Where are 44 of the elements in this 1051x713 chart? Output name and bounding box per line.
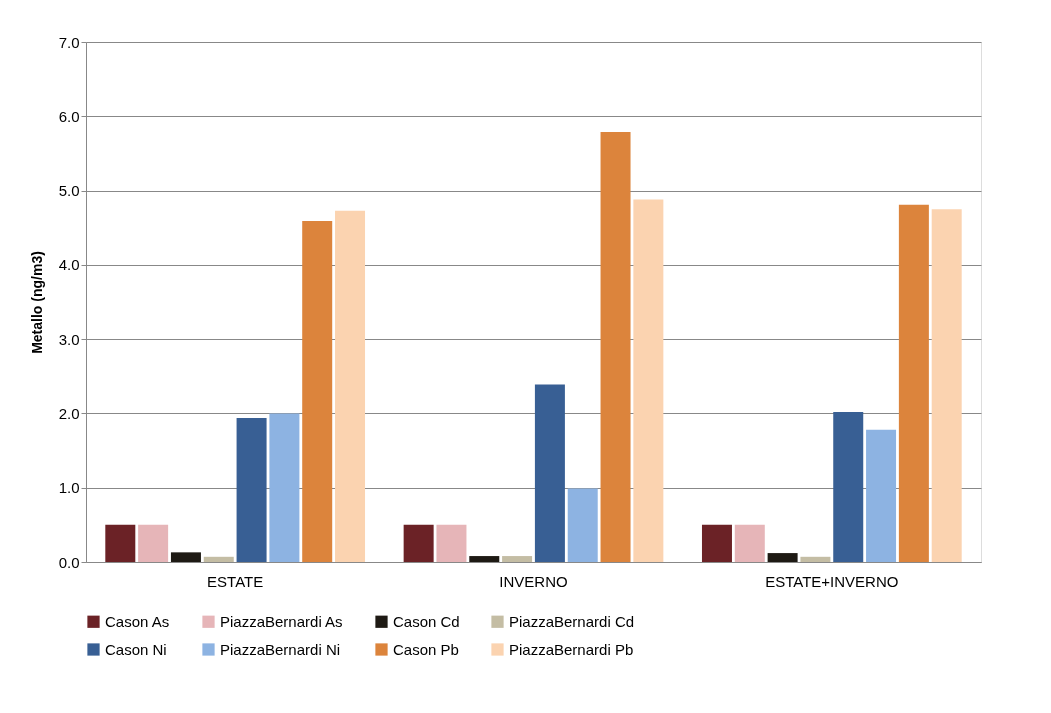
bar [898,204,929,562]
bar [203,556,234,562]
bar [567,488,598,562]
x-tick-label: ESTATE+INVERNO [765,572,899,590]
legend-label: PiazzaBernardi As [220,612,343,630]
y-tick-label: 4.0 [58,256,80,274]
bar [236,417,267,562]
y-tick-label: 1.0 [58,479,80,497]
bar [800,556,831,562]
bar [170,552,201,562]
legend-label: Cason Ni [105,640,167,658]
bar [734,524,765,562]
bar [600,131,631,562]
y-axis-title: Metallo (ng/m3) [28,251,45,354]
bar [269,413,300,562]
bar [403,524,434,562]
bar [931,209,962,562]
y-tick-label: 5.0 [58,182,80,200]
legend-label: Cason As [105,612,170,630]
bar [105,524,136,562]
bar [335,210,366,562]
bar [866,429,897,562]
legend-label: PiazzaBernardi Ni [220,640,341,658]
x-tick-label: INVERNO [499,572,568,590]
y-tick-label: 7.0 [58,33,80,51]
bar [138,524,169,562]
bar [701,524,732,562]
y-tick-label: 0.0 [58,553,80,571]
bar [436,524,467,562]
bar [633,199,664,562]
legend-label: PiazzaBernardi Pb [509,640,634,658]
y-tick-label: 2.0 [58,404,80,422]
bar [767,553,798,562]
bar [502,556,533,562]
legend-label: PiazzaBernardi Cd [509,612,635,630]
bar [534,384,565,562]
bar [302,221,333,562]
y-tick-label: 3.0 [58,330,80,348]
legend-label: Cason Cd [393,612,460,630]
y-tick-label: 6.0 [58,107,80,125]
x-tick-label: ESTATE [207,572,264,590]
bar [833,411,864,562]
bar [469,556,500,562]
legend-label: Cason Pb [393,640,459,658]
